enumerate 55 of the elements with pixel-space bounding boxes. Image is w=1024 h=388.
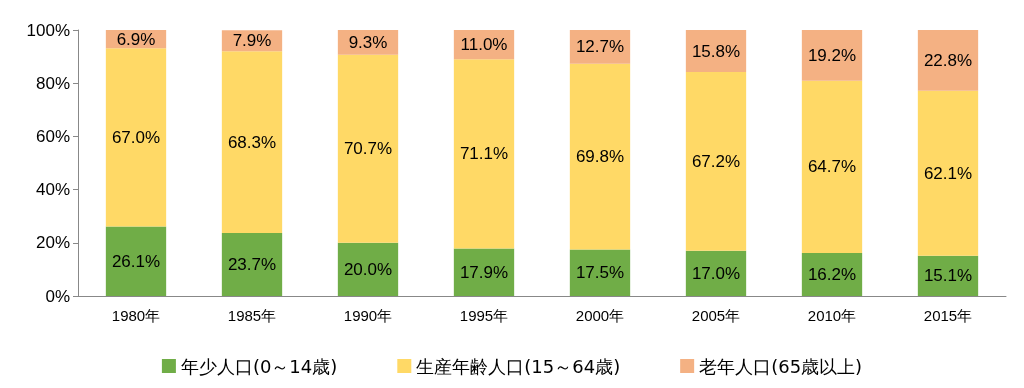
x-tick-label: 1985年: [227, 307, 277, 324]
x-tick-label: 1980年: [111, 307, 161, 324]
data-label: 62.1%: [923, 163, 973, 183]
data-label: 17.9%: [459, 262, 509, 282]
bar: [917, 30, 979, 91]
data-label: 20.0%: [343, 259, 393, 279]
bar: [453, 248, 515, 296]
data-label: 69.8%: [575, 147, 625, 167]
data-label: 70.7%: [343, 139, 393, 159]
data-label: 16.2%: [807, 264, 857, 284]
bar: [221, 51, 283, 233]
y-tick-label: 0%: [45, 286, 70, 306]
y-tick-label: 100%: [26, 20, 70, 40]
bar: [105, 48, 167, 227]
data-label: 67.2%: [691, 151, 741, 171]
bar: [337, 54, 399, 243]
data-label: 9.3%: [348, 32, 388, 52]
data-label: 15.1%: [923, 266, 973, 286]
data-label: 12.7%: [575, 37, 625, 57]
legend-label: 生産年齢人口(15～64歳): [416, 355, 621, 377]
bar: [221, 232, 283, 296]
data-label: 23.7%: [227, 254, 277, 274]
bar: [685, 72, 747, 251]
y-tick-label: 40%: [35, 180, 70, 200]
data-label: 26.1%: [111, 251, 161, 271]
legend-label: 老年人口(65歳以上): [699, 355, 863, 377]
bar: [569, 63, 631, 250]
data-label: 19.2%: [807, 45, 857, 65]
data-label: 68.3%: [227, 132, 277, 152]
legend-label: 年少人口(0～14歳): [180, 355, 338, 377]
data-label: 11.0%: [460, 35, 508, 55]
data-label: 15.8%: [691, 41, 741, 61]
x-tick-label: 1990年: [343, 307, 393, 324]
data-label: 17.5%: [575, 263, 625, 283]
data-label: 17.0%: [691, 263, 741, 283]
x-tick-label: 2015年: [923, 307, 973, 324]
x-tick-label: 2010年: [807, 307, 857, 324]
y-tick-label: 80%: [35, 73, 70, 93]
bar: [801, 80, 863, 253]
data-label: 71.1%: [459, 144, 509, 164]
data-label: 22.8%: [923, 50, 973, 70]
y-tick-label: 60%: [35, 126, 70, 146]
x-tick-label: 2005年: [691, 307, 741, 324]
data-label: 64.7%: [807, 157, 857, 177]
bar: [801, 30, 863, 81]
y-tick-label: 20%: [35, 233, 70, 253]
bar: [917, 90, 979, 256]
bar: [453, 59, 515, 249]
bar: [569, 249, 631, 296]
bar: [105, 226, 167, 296]
data-label: 6.9%: [116, 29, 156, 49]
data-label: 67.0%: [111, 127, 161, 147]
x-tick-label: 1995年: [459, 307, 509, 324]
x-tick-label: 2000年: [575, 307, 625, 324]
data-label: 7.9%: [232, 31, 272, 51]
